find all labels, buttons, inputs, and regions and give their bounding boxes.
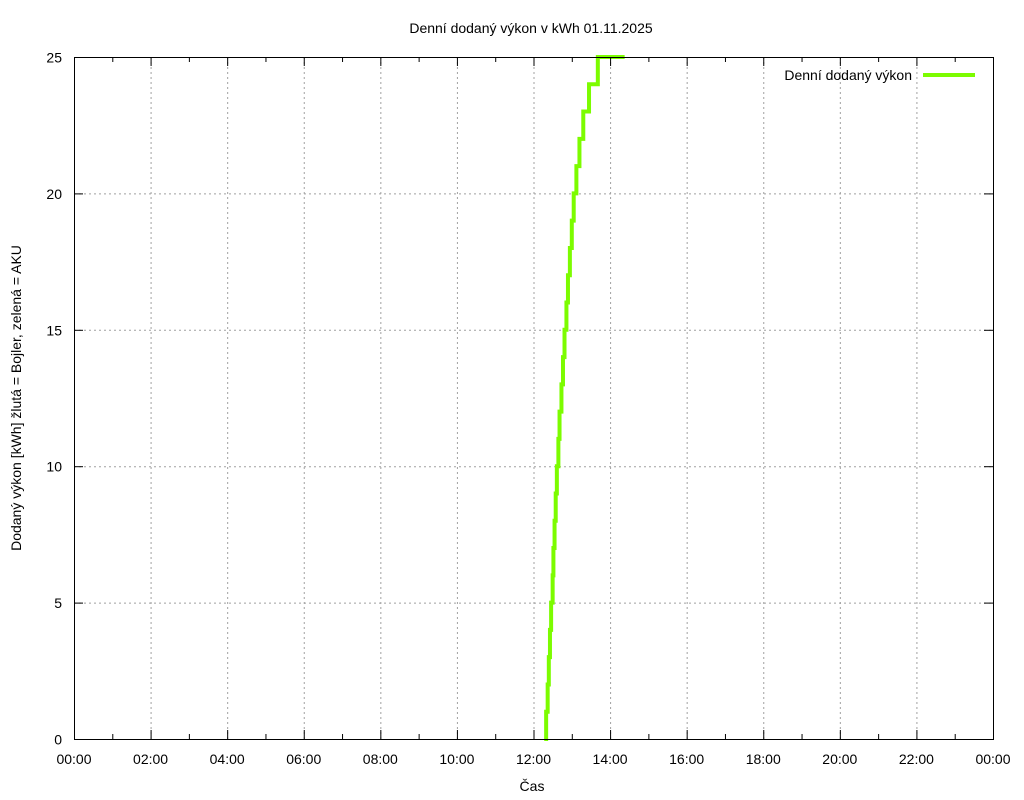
x-tick-label: 00:00 [975, 751, 1010, 767]
x-tick-label: 14:00 [593, 751, 628, 767]
y-axis-label: Dodaný výkon [kWh] žlutá = Bojler, zelen… [8, 245, 24, 551]
x-tick-label: 22:00 [899, 751, 934, 767]
x-tick-label: 00:00 [56, 751, 91, 767]
legend-label: Denní dodaný výkon [784, 67, 912, 83]
x-tick-label: 20:00 [822, 751, 857, 767]
x-tick-label: 18:00 [746, 751, 781, 767]
y-tick-label: 0 [54, 732, 62, 748]
x-tick-label: 02:00 [133, 751, 168, 767]
y-tick-label: 20 [46, 186, 62, 202]
y-tick-label: 15 [46, 322, 62, 338]
chart-title: Denní dodaný výkon v kWh 01.11.2025 [409, 20, 653, 36]
x-tick-label: 10:00 [439, 751, 474, 767]
x-axis-label: Čas [520, 778, 545, 794]
series-line [544, 55, 625, 741]
y-tick-label: 10 [46, 459, 62, 475]
y-tick-label: 25 [46, 50, 62, 66]
x-tick-label: 12:00 [516, 751, 551, 767]
x-tick-label: 08:00 [363, 751, 398, 767]
x-tick-label: 16:00 [669, 751, 704, 767]
grid-lines [74, 57, 993, 739]
x-axis-ticks: 00:00 02:00 04:00 06:00 08:00 10:00 12:00 14:00… [56, 57, 1011, 767]
data-series [544, 55, 625, 741]
legend: Denní dodaný výkon [784, 67, 975, 83]
y-tick-label: 5 [54, 595, 62, 611]
x-tick-label: 06:00 [286, 751, 321, 767]
x-tick-label: 04:00 [210, 751, 245, 767]
y-axis-ticks: 0 5 10 15 20 25 [46, 50, 993, 748]
